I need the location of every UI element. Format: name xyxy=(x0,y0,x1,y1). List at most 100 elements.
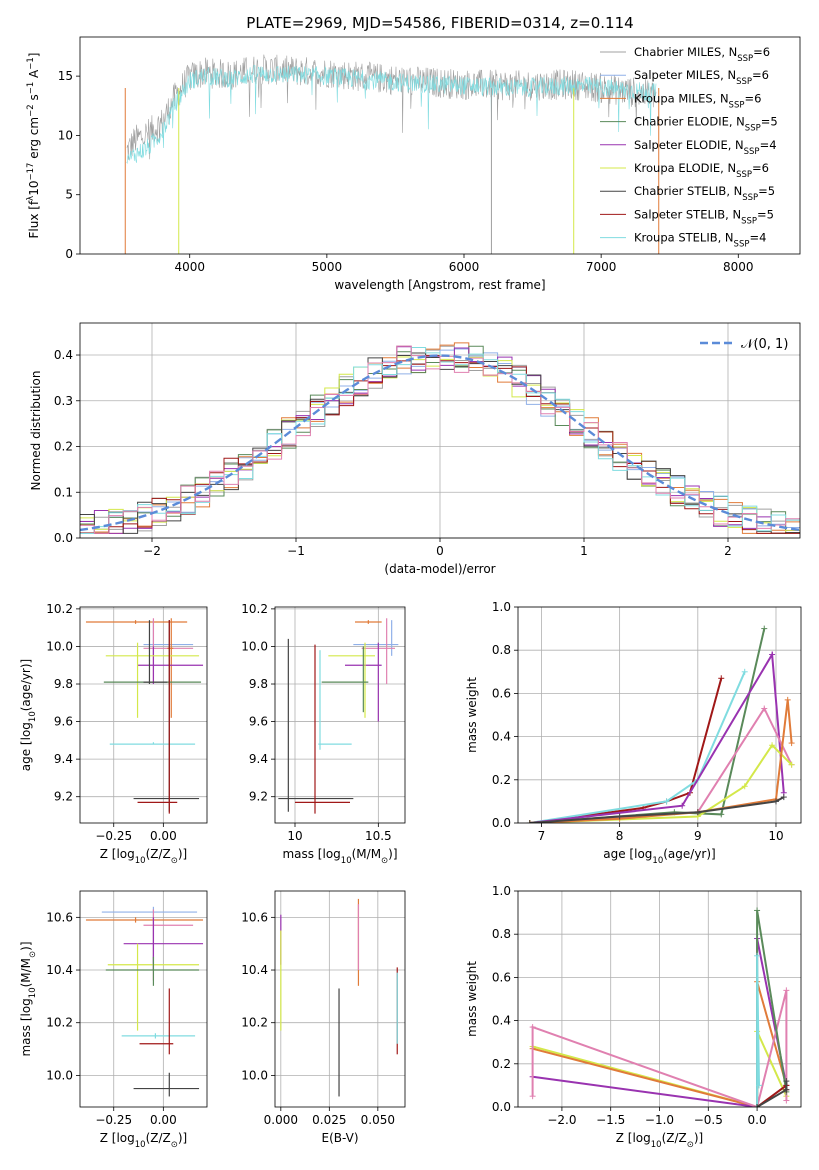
residuals-content xyxy=(80,342,800,534)
weight-metallicity-ytick-label: 0.4 xyxy=(492,1014,511,1028)
mass-metallicity-plot-area xyxy=(80,891,207,1107)
mass-metallicity-xlabel-part: 10 xyxy=(135,1140,146,1150)
residuals-xtick-label: 2 xyxy=(724,544,732,558)
residuals-axes: −2 −1 0 1 2 0.0 0.1 0.2 0.3 0.4 (data-model)/error… xyxy=(29,322,801,576)
weight-metallicity-xlabel-part: )] xyxy=(694,1131,703,1145)
mass-metallicity-ylabel-part: (M/M xyxy=(19,958,33,987)
residuals-ylabel: Normed distribution xyxy=(29,371,43,491)
mass-ebv-plot-area xyxy=(275,891,405,1107)
age-mass-content xyxy=(278,618,399,814)
mass-metallicity-ytick-label: 10.2 xyxy=(46,1016,73,1030)
weight-age-xlabel-part: age [log xyxy=(603,847,652,861)
weight-age-frame xyxy=(517,606,802,824)
weight-metallicity-xtick-label: −2.0 xyxy=(547,1113,576,1127)
spectrum-ylabel-part: −2 xyxy=(26,104,36,117)
gaussian-curve xyxy=(80,354,800,532)
spectrum-ylabel-part: s xyxy=(27,94,41,104)
weight-age-ytick-label: 0.4 xyxy=(492,730,511,744)
mass-metallicity-frame xyxy=(79,890,208,1108)
age-metallicity-grid xyxy=(80,607,207,823)
mass-metallicity-ylabel: mass [log10(M/M⊙)] xyxy=(19,941,38,1056)
spectrum-xtick-label: 6000 xyxy=(449,260,480,274)
weight-metallicity-frame xyxy=(517,890,802,1108)
spectrum-ylabel-part: Flux [f xyxy=(27,200,41,238)
weight-age-xtick-label: 7 xyxy=(538,829,546,843)
weight-metallicity-ytick-label: 0.8 xyxy=(492,927,511,941)
residuals-ytick-label: 0.2 xyxy=(54,440,73,454)
age-metallicity-ticks: −0.25 0.00 9.2 9.4 9.6 9.8 10.0 10.2 xyxy=(46,602,176,843)
mass-ebv-ytick-label: 10.0 xyxy=(241,1068,268,1082)
weight-age-ytick-label: 0.2 xyxy=(492,773,511,787)
legend-label-part: =5 xyxy=(758,184,775,198)
age-mass-ytick-label: 9.2 xyxy=(249,790,268,804)
mass-metallicity-xlabel-part: )] xyxy=(178,1131,187,1145)
age-metallicity-ytick-label: 9.2 xyxy=(54,790,73,804)
legend-label-part: SSP xyxy=(729,100,745,110)
legend-label-part: =6 xyxy=(752,161,769,175)
legend-label-part: SSP xyxy=(741,216,757,226)
residuals-ytick-label: 0.1 xyxy=(54,485,73,499)
weight-metallicity-ylabel: mass weight xyxy=(465,961,479,1037)
weight-age-ytick-label: 0.0 xyxy=(492,816,511,830)
weight-line xyxy=(529,699,793,823)
weight-age-xtick-label: 8 xyxy=(616,829,624,843)
mass-metallicity-grid xyxy=(80,891,207,1107)
spectrum-title: PLATE=2969, MJD=54586, FIBERID=0314, z=0… xyxy=(246,14,633,32)
age-mass-ytick-label: 9.8 xyxy=(249,677,268,691)
mass-metallicity-xlabel-part: ⊙ xyxy=(171,1140,178,1150)
mass-metallicity-xtick-label: 0.00 xyxy=(150,1113,177,1127)
age-mass-xtick-label: 10 xyxy=(287,829,302,843)
mass-metallicity-content xyxy=(85,906,204,1097)
age-mass-xlabel-part: mass [log xyxy=(282,847,340,861)
residuals-ytick-label: 0.4 xyxy=(54,348,73,362)
weight-age-ytick-label: 0.6 xyxy=(492,686,511,700)
age-mass-ytick-label: 9.6 xyxy=(249,715,268,729)
legend-label-part: SSP xyxy=(736,77,752,87)
weight-metallicity-ytick-label: 1.0 xyxy=(492,884,511,898)
spectrum-ylabel: Flux [fλ10−17 erg cm−2 s−1 A−1] xyxy=(26,53,41,239)
weight-metallicity-ticks: −2.0 −1.5 −1.0 −0.5 0.0 0.0 0.2 0.4 0.6 0.8 1.0 xyxy=(492,884,767,1127)
weight-age-plot-area xyxy=(518,607,801,823)
mass-metallicity-ylabel-part: mass [log xyxy=(19,998,33,1056)
legend-label: Salpeter ELODIE, NSSP=4 xyxy=(634,138,777,157)
age-metallicity-xlabel-part: (Z/Z xyxy=(146,847,171,861)
legend-label: Kroupa ELODIE, NSSP=6 xyxy=(634,161,769,180)
spectrum-xlabel: wavelength [Angstrom, rest frame] xyxy=(334,278,545,292)
residuals-ytick-label: 0.0 xyxy=(54,531,73,545)
mass-metallicity-ylabel-part: )] xyxy=(19,941,33,950)
spectrum-ylabel-part: λ xyxy=(26,196,36,201)
age-metallicity-ylabel-part: 10 xyxy=(28,711,38,722)
legend-label-part: Salpeter MILES, N xyxy=(634,68,736,82)
residuals-xtick-label: −2 xyxy=(143,544,161,558)
weight-metallicity-xlabel-part: ⊙ xyxy=(687,1140,694,1150)
spectrum-ytick-label: 5 xyxy=(65,188,73,202)
mass-metallicity-ylabel-part: 10 xyxy=(28,987,38,998)
spectrum-ylabel-part: erg cm xyxy=(27,117,41,163)
age-metallicity-plot-area xyxy=(80,607,207,823)
legend-label-part: Chabrier STELIB, N xyxy=(634,184,742,198)
residuals-xtick-label: −1 xyxy=(287,544,305,558)
mass-metallicity-ytick-label: 10.0 xyxy=(46,1068,73,1082)
spectrum-xtick-label: 7000 xyxy=(586,260,617,274)
residuals-xtick-label: 1 xyxy=(580,544,588,558)
weight-age-xtick-label: 9 xyxy=(694,829,702,843)
weight-age-ytick-label: 0.8 xyxy=(492,643,511,657)
mass-ebv-ytick-label: 10.2 xyxy=(241,1016,268,1030)
age-mass-xlabel-part: 10 xyxy=(341,856,352,866)
age-metallicity-content xyxy=(85,618,204,814)
mass-ebv-xtick-label: 0.025 xyxy=(312,1113,346,1127)
age-metallicity-frame xyxy=(79,606,208,824)
legend-label-part: Salpeter STELIB, N xyxy=(634,207,741,221)
spectrum-xtick-label: 5000 xyxy=(312,260,343,274)
weight-metallicity-ytick-label: 0.6 xyxy=(492,970,511,984)
residual-histogram xyxy=(80,345,800,534)
weight-metallicity-xlabel-part: (Z/Z xyxy=(662,1131,687,1145)
age-mass-ytick-label: 10.2 xyxy=(241,602,268,616)
weight-metallicity-xtick-label: 0.0 xyxy=(748,1113,767,1127)
age-metallicity-xlabel-part: )] xyxy=(178,847,187,861)
age-metallicity-xtick-label: −0.25 xyxy=(95,829,132,843)
spectrum-ylabel-part: −1 xyxy=(26,82,36,95)
